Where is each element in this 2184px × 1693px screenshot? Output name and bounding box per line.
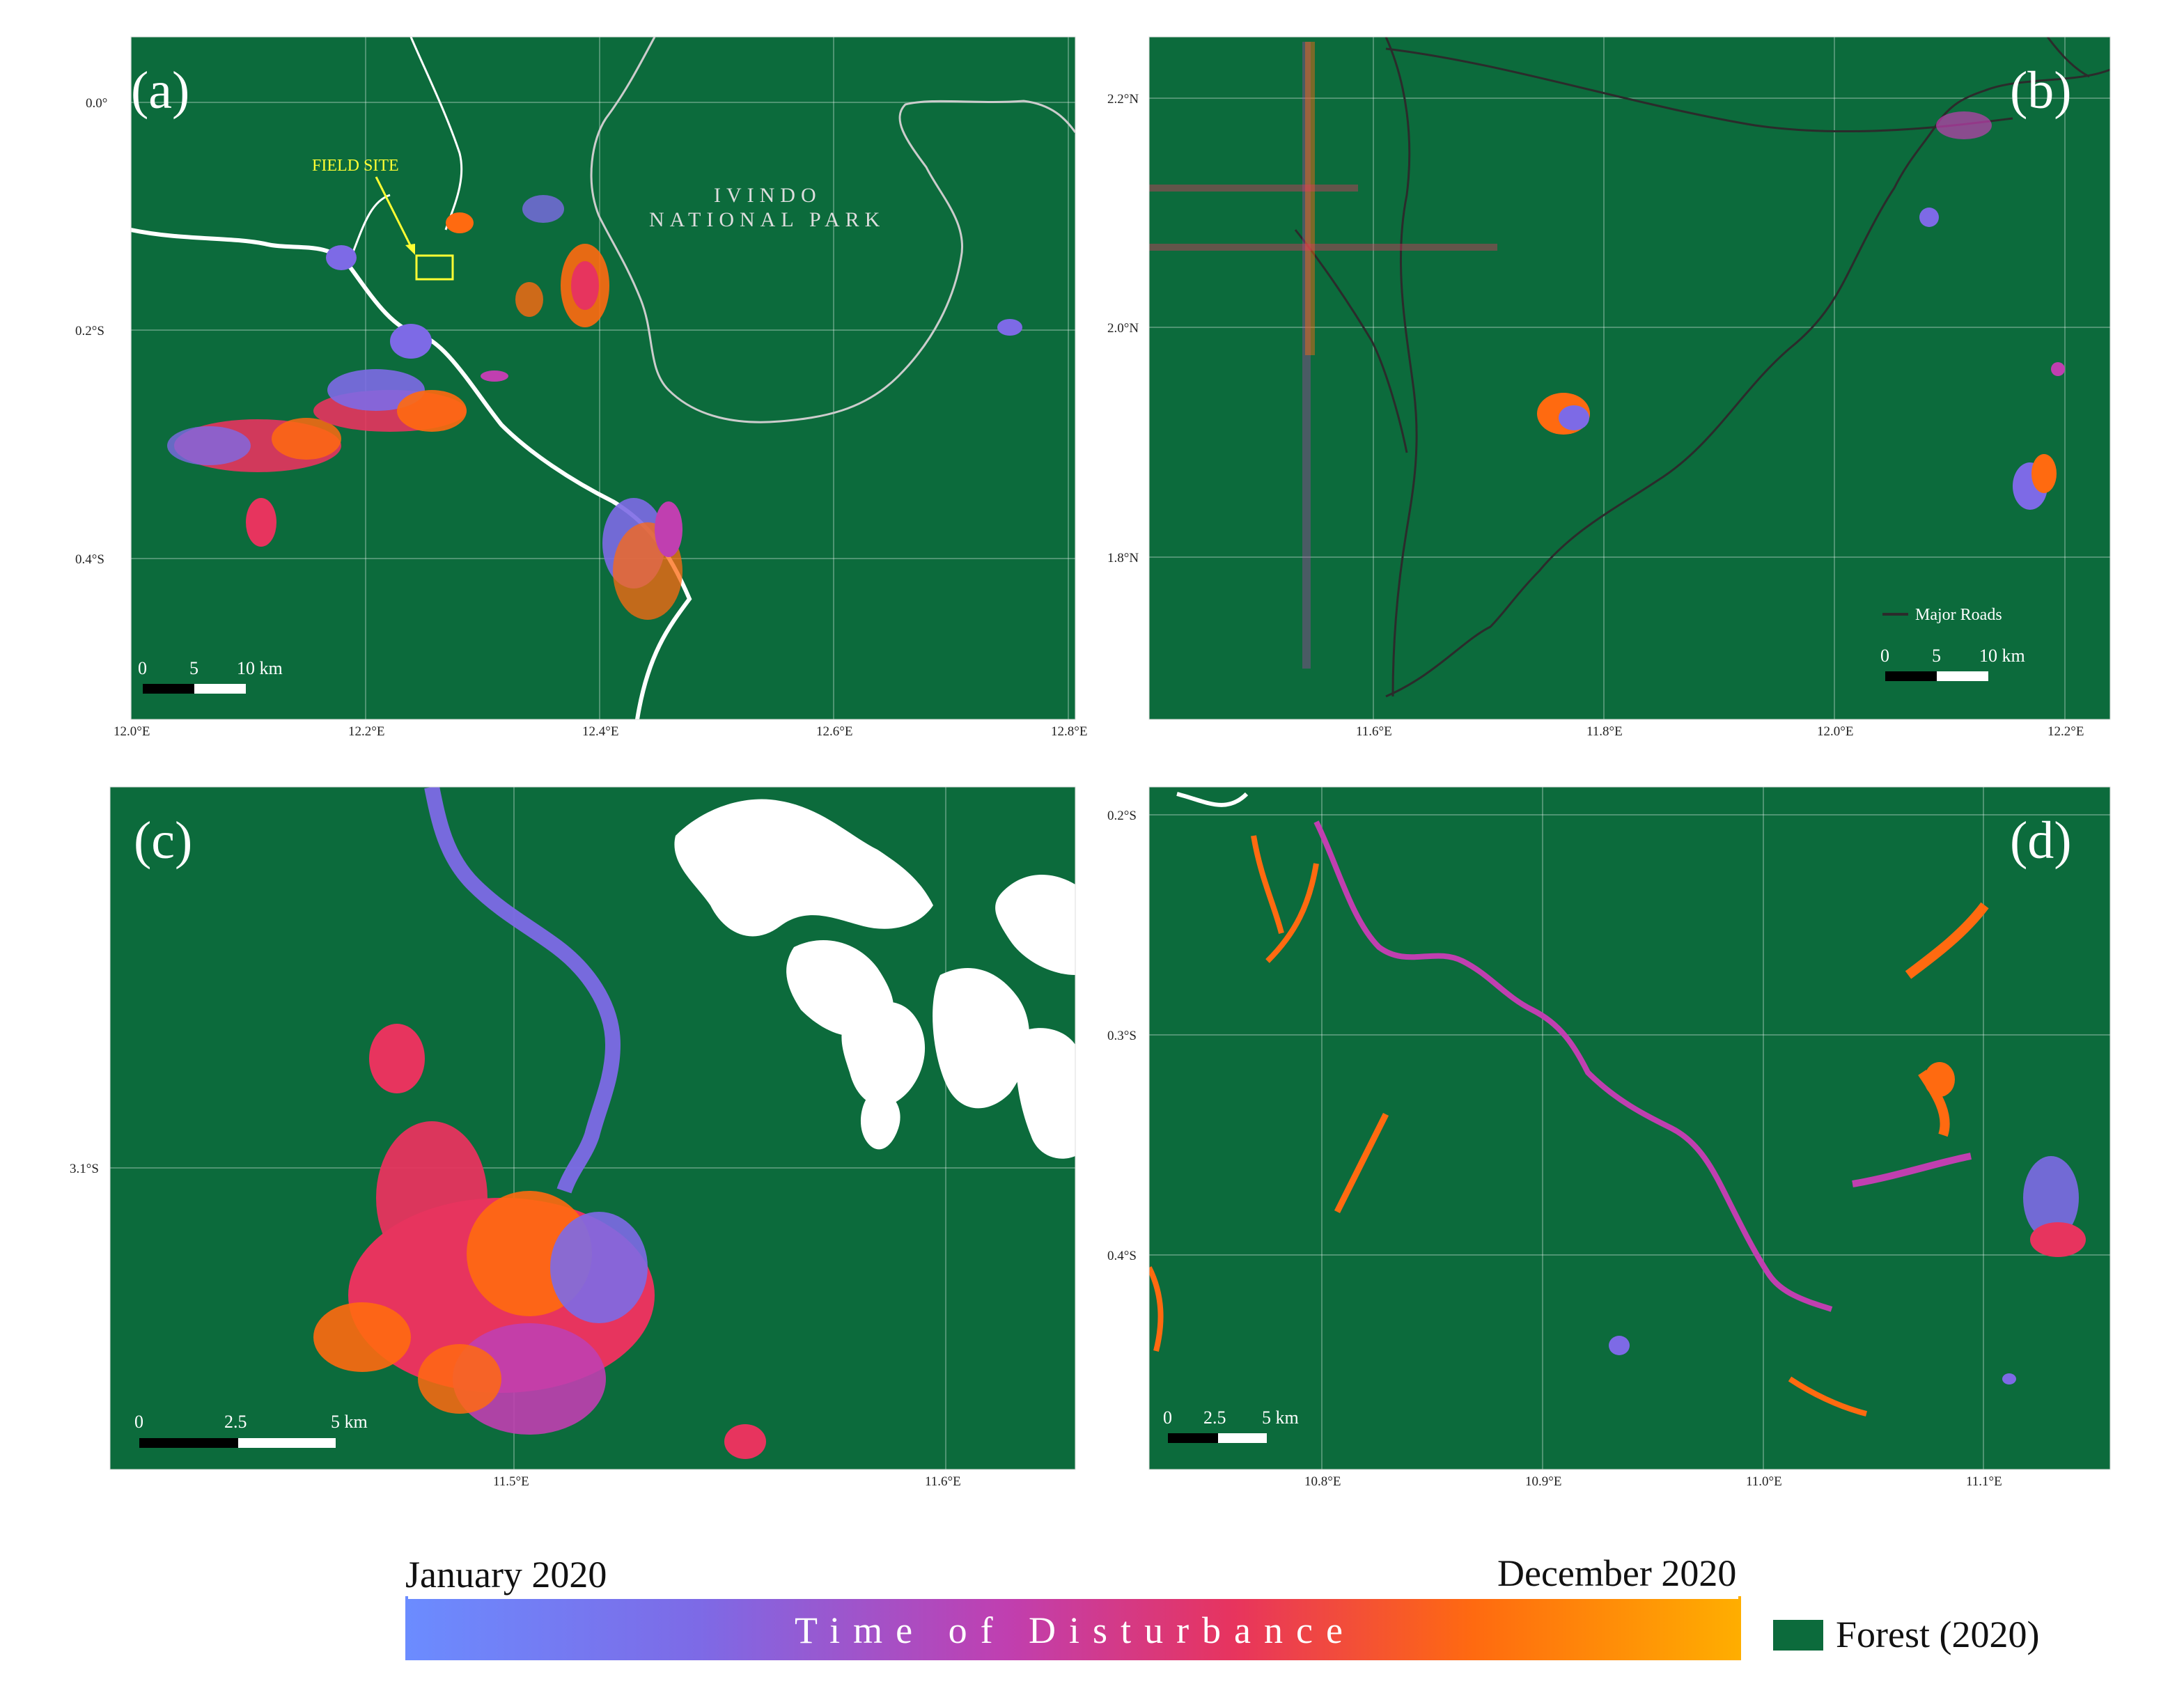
roads-legend-label: Major Roads [1915,606,2002,624]
scale-label-zero: 0 [134,1412,143,1432]
scale-label-mid: 5 [189,658,198,678]
non-forest-area [674,799,1075,1159]
forest-background [1149,37,2110,719]
y-tick-label: 0.2°S [1107,809,1137,823]
disturbance-trace [424,787,621,1194]
disturbance-cluster [167,195,1022,620]
forest-background [131,37,1075,719]
panel-d: 0 2.5 5 km (d) 0.2°S 0.3°S 0.4°S 10.8°E … [1086,766,2184,1511]
panel-a: FIELD SITE IVINDO NATIONAL PARK 0 5 10 k… [0,0,1087,745]
x-tick-label: 11.1°E [1966,1474,2002,1489]
disturbance-cluster [1149,42,2065,669]
x-tick-label: 11.0°E [1746,1474,1782,1489]
graticule [1149,37,2110,719]
disturbance-trace [1149,820,1989,1417]
river [1176,792,1249,807]
y-tick-label: 0.4°S [1107,1249,1137,1263]
panel-d-map: 0 2.5 5 km (d) 0.2°S 0.3°S 0.4°S 10.8°E … [1107,786,2111,1489]
scale-bar: 0 2.5 5 km [134,1412,368,1448]
colorbar-end-label: December 2020 [1497,1552,1737,1594]
y-tick-label: 2.0°N [1107,321,1139,336]
y-tick-label: 2.2°N [1107,92,1139,107]
panel-letter: (a) [131,61,189,120]
forest-background [1149,787,2110,1469]
scale-label-mid: 2.5 [224,1412,247,1432]
scale-label-end: 5 km [331,1412,368,1432]
scale-label-mid: 5 [1932,646,1941,666]
x-tick-label: 12.4°E [582,724,618,739]
x-tick-label: 11.6°E [1356,724,1392,739]
forest-legend-label: Forest (2020) [1836,1614,2040,1655]
scale-bar: 0 5 10 km [1880,646,2025,681]
forest-legend-swatch [1773,1620,1823,1651]
y-tick-label: 0.0° [86,96,107,111]
x-tick-label: 12.0°E [1817,724,1853,739]
panel-letter: (c) [134,811,192,870]
x-tick-label: 10.9°E [1525,1474,1561,1489]
park-boundary [590,37,1075,423]
field-site-label: FIELD SITE [312,157,399,175]
scale-label-mid: 2.5 [1203,1407,1226,1428]
field-site-arrowhead [405,244,415,255]
x-tick-label: 12.0°E [114,724,150,739]
x-tick-label: 12.2°E [348,724,384,739]
river-tributary [410,37,463,231]
panel-a-map: FIELD SITE IVINDO NATIONAL PARK 0 5 10 k… [75,36,1087,739]
x-tick-label: 11.8°E [1586,724,1623,739]
x-tick-label: 11.6°E [925,1474,961,1489]
x-tick-label: 10.8°E [1304,1474,1341,1489]
y-tick-label: 1.8°N [1107,551,1139,565]
x-tick-label: 11.5°E [493,1474,529,1489]
x-tick-label: 12.6°E [816,724,852,739]
colorbar-start-label: January 2020 [405,1554,607,1596]
panel-c-map: 0 2.5 5 km (c) 3.1°S 11.5°E 11.6°E [70,786,1076,1489]
y-tick-label: 0.2°S [75,324,104,338]
disturbance-cluster [313,1024,766,1459]
disturbance-cluster [1609,1062,2086,1384]
scale-label-end: 5 km [1262,1407,1299,1428]
river [131,228,692,719]
panel-b: Major Roads 0 5 10 km (b) 2.2°N 2.0°N 1.… [1086,0,2184,745]
panel-b-map: Major Roads 0 5 10 km (b) 2.2°N 2.0°N 1.… [1107,36,2111,739]
scale-bar: 0 5 10 km [138,658,283,694]
colorbar-title: Time of Disturbance [795,1609,1356,1651]
time-of-disturbance-colorbar [405,1599,1741,1660]
scale-label-zero: 0 [1880,646,1889,666]
field-site-arrow [375,176,415,253]
park-label-line1: IVINDO [714,184,822,207]
y-tick-label: 0.4°S [75,552,104,567]
graticule [1149,787,2110,1469]
y-tick-label: 3.1°S [70,1162,99,1176]
field-site-box [415,254,454,281]
panel-letter: (b) [2010,61,2072,120]
scale-label-zero: 0 [1163,1407,1172,1428]
scale-label-end: 10 km [1979,646,2025,666]
panel-letter: (d) [2010,811,2072,870]
y-tick-label: 0.3°S [1107,1029,1137,1043]
x-tick-label: 12.8°E [1051,724,1087,739]
scale-label-zero: 0 [138,658,147,678]
panel-c: 0 2.5 5 km (c) 3.1°S 11.5°E 11.6°E [0,766,1086,1511]
scale-bar: 0 2.5 5 km [1163,1407,1299,1443]
park-label-line2: NATIONAL PARK [649,208,885,231]
scale-label-end: 10 km [237,658,283,678]
x-tick-label: 12.2°E [2048,724,2084,739]
